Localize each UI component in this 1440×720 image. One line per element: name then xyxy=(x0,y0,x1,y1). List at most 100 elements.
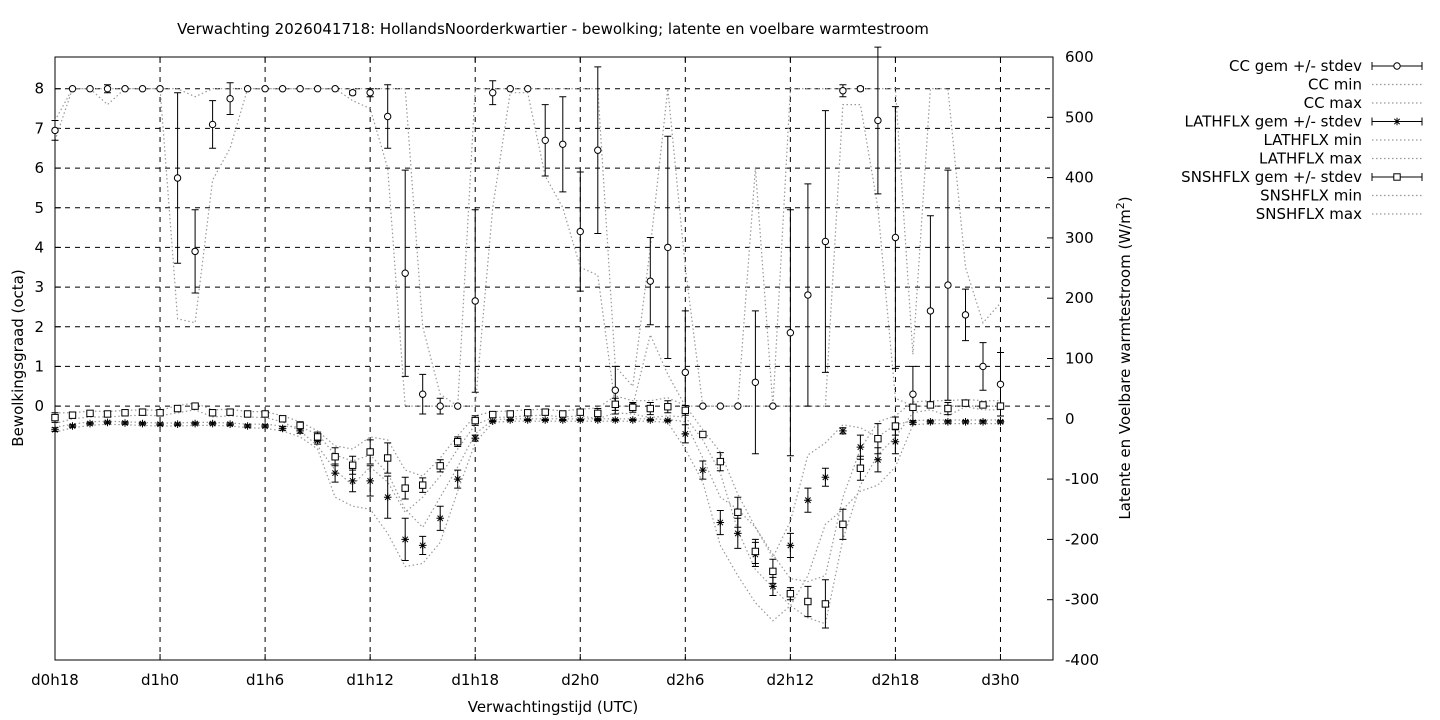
snshflx-point xyxy=(751,547,760,556)
cc-point xyxy=(594,146,602,154)
snshflx-point xyxy=(86,409,94,418)
lathflx-point xyxy=(681,430,690,438)
y2-axis-label-text: Latente en Voelbare warmtestroom (W/m xyxy=(1116,209,1134,519)
lathflx-point xyxy=(436,514,444,523)
legend-label-cc-gem-stdev: CC gem +/- stdev xyxy=(1229,57,1362,75)
y-tick-label: 2 xyxy=(34,318,44,336)
lathflx-point xyxy=(979,418,987,426)
x-tick-label: d2h18 xyxy=(872,671,920,689)
snshflx-point xyxy=(821,600,830,608)
x-tick-label: d2h6 xyxy=(666,671,704,689)
lathflx-point xyxy=(348,477,357,485)
y2-tick-label: 200 xyxy=(1065,289,1094,307)
lathflx-point xyxy=(86,419,94,428)
snshflx-point xyxy=(243,410,252,418)
cc-point xyxy=(471,297,479,305)
cc-point xyxy=(436,402,444,410)
y2-tick-label: 0 xyxy=(1065,410,1075,428)
legend-label-cc-min: CC min xyxy=(1308,76,1362,94)
snshflx-point xyxy=(594,409,602,418)
cc-point xyxy=(891,233,900,242)
lathflx-point xyxy=(734,529,742,538)
cc-point xyxy=(996,380,1005,388)
y2-tick-label: -300 xyxy=(1065,591,1099,609)
legend-label-lathflx-gem-stdev: LATHFLX gem +/- stdev xyxy=(1184,113,1362,131)
snshflx-point xyxy=(313,433,322,441)
snshflx-point xyxy=(366,448,374,456)
cc-point xyxy=(51,126,59,135)
legend-label-lathflx-min: LATHFLX min xyxy=(1263,131,1362,149)
lathflx-point xyxy=(296,427,304,435)
cc-point xyxy=(541,136,549,145)
cc-point xyxy=(173,174,182,182)
legend-marker-lathflx-gem-stdev xyxy=(1393,117,1401,126)
snshflx-point xyxy=(979,401,987,409)
plot-frame xyxy=(54,56,1054,661)
lathflx-point xyxy=(471,434,479,442)
y-tick-label: 8 xyxy=(34,80,44,98)
lathflx-point xyxy=(856,443,865,451)
y2-axis-label-sup: 2 xyxy=(1114,202,1127,209)
lathflx-point xyxy=(769,582,777,591)
cc-point xyxy=(296,85,304,93)
lathflx-point xyxy=(488,417,497,425)
y-tick-label: 1 xyxy=(34,357,44,375)
lathflx-point xyxy=(559,416,567,424)
lathflx-point xyxy=(541,416,549,424)
lathflx-point xyxy=(926,418,935,426)
x-axis-label: Verwachtingstijd (UTC) xyxy=(468,698,639,716)
snshflx-point xyxy=(138,408,147,416)
y2-tick-label: 500 xyxy=(1065,108,1094,126)
snshflx-point xyxy=(786,589,795,598)
cc-point xyxy=(611,386,619,394)
cc-point xyxy=(524,85,532,93)
cc-point xyxy=(699,402,707,410)
cc-point xyxy=(664,243,672,252)
snshflx-point xyxy=(769,567,777,576)
x-tick-label: d1h0 xyxy=(141,671,179,689)
lathflx-point xyxy=(996,418,1005,426)
y-axis-label: Bewolkingsgraad (octa) xyxy=(9,269,27,446)
cc-point xyxy=(821,237,830,246)
cc-point xyxy=(786,329,795,337)
snshflx-point xyxy=(716,457,725,466)
snshflx-point xyxy=(961,399,970,407)
lathflx-point xyxy=(629,416,637,424)
cc-point xyxy=(383,112,392,121)
lathflx-point xyxy=(68,422,77,430)
lathflx-point xyxy=(366,477,374,485)
cc-point xyxy=(926,307,935,315)
cc-point xyxy=(68,85,77,93)
cc-point xyxy=(751,378,760,387)
lathflx-point xyxy=(243,422,252,430)
lathflx-point xyxy=(664,416,672,425)
cc-point xyxy=(331,85,339,93)
snshflx-point xyxy=(156,409,164,417)
snshflx-point xyxy=(383,454,392,462)
x-tick-label: d1h12 xyxy=(346,671,394,689)
snshflx-point xyxy=(103,410,112,418)
x-tick-label: d1h6 xyxy=(246,671,284,689)
lathflx-point xyxy=(453,475,462,483)
legend-label-snshflx-min: SNSHFLX min xyxy=(1260,187,1362,205)
snshflx-point xyxy=(261,410,269,418)
snshflx-point xyxy=(576,408,584,416)
cc-point xyxy=(646,277,654,285)
cc-point xyxy=(454,402,462,410)
snshflx-point xyxy=(681,406,690,415)
snshflx-point xyxy=(699,430,707,439)
snshflx-point xyxy=(68,411,77,419)
snshflx-point xyxy=(664,403,672,411)
y-tick-label: 4 xyxy=(34,238,44,256)
plot-area: d0h18 d1h0 d1h6 d1h12 d1h18 d2h0 d2h6 d2h12 d2h1… xyxy=(31,46,1099,689)
legend-marker-snshflx-gem-stdev xyxy=(1393,173,1401,181)
lathflx-point xyxy=(821,473,830,482)
snshflx-point xyxy=(506,410,514,418)
cc-point xyxy=(103,85,112,93)
snshflx-point xyxy=(121,409,129,417)
lathflx-point xyxy=(804,496,812,504)
y2-tick-label: 300 xyxy=(1065,229,1094,247)
cc-min-line xyxy=(54,88,1001,407)
